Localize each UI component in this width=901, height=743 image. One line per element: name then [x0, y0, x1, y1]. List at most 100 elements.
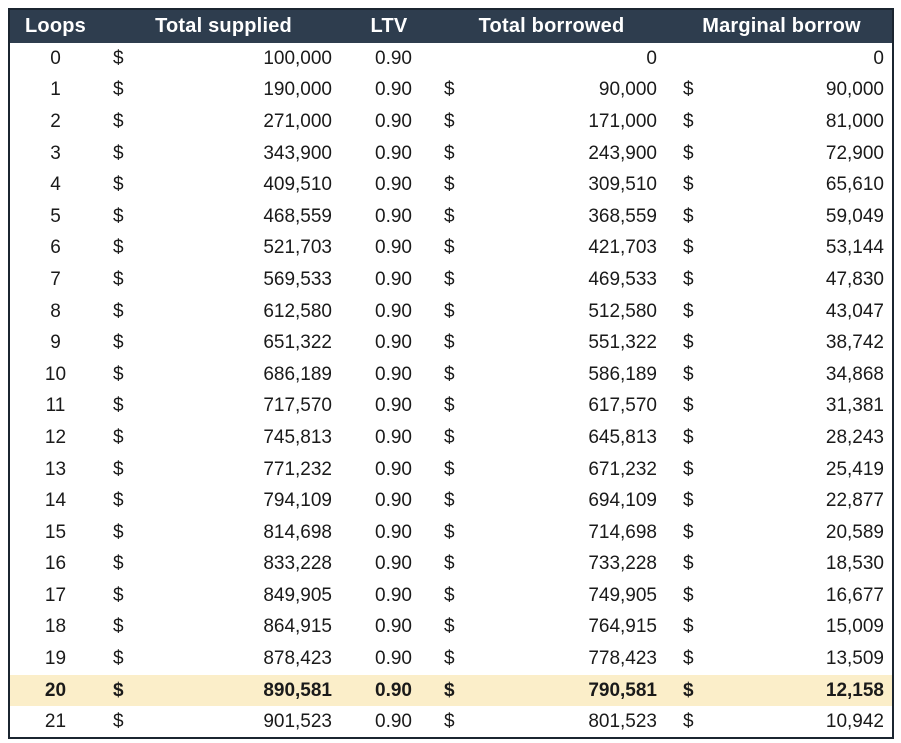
cell-value: 717,570: [263, 395, 332, 417]
table-row: 10 $686,189 0.90 $586,189 $34,868: [9, 359, 893, 391]
table-row: 11 $717,570 0.90 $617,570 $31,381: [9, 391, 893, 423]
table-row: 1 $190,000 0.90 $90,000 $90,000: [9, 75, 893, 107]
cell-value: 864,915: [263, 616, 332, 638]
dollar-sign: $: [683, 521, 694, 543]
total-borrowed-cell: $171,000: [432, 106, 671, 138]
dollar-sign: $: [683, 616, 694, 638]
cell-value: 617,570: [588, 395, 657, 417]
total-borrowed-cell: $801,523: [432, 706, 671, 738]
column-header-total-supplied: Total supplied: [101, 9, 346, 43]
cell-value: 271,000: [263, 110, 332, 132]
marginal-borrow-cell: $28,243: [671, 422, 893, 454]
dollar-sign: $: [444, 648, 455, 670]
total-borrowed-cell: $309,510: [432, 169, 671, 201]
total-borrowed-cell: $749,905: [432, 580, 671, 612]
column-header-total-borrowed: Total borrowed: [432, 9, 671, 43]
cell-value: 28,243: [825, 426, 884, 448]
cell-value: 764,915: [588, 616, 657, 638]
cell-value: 25,419: [825, 458, 884, 480]
cell-value: 469,533: [588, 268, 657, 290]
header-row: Loops Total supplied LTV Total borrowed …: [9, 9, 893, 43]
dollar-sign: $: [113, 584, 124, 606]
column-header-loops: Loops: [9, 9, 101, 43]
cell-value: 72,900: [825, 142, 884, 164]
cell-value: 15,009: [825, 616, 884, 638]
loops-cell: 11: [45, 395, 66, 417]
cell-value: 368,559: [588, 205, 657, 227]
dollar-sign: $: [683, 648, 694, 670]
total-supplied-cell: $864,915: [101, 612, 346, 644]
loops-cell: 14: [44, 490, 67, 512]
loops-cell: 18: [44, 616, 67, 638]
dollar-sign: $: [444, 237, 455, 259]
cell-value: 521,703: [263, 237, 332, 259]
dollar-sign: $: [113, 332, 124, 354]
table-row: 2 $271,000 0.90 $171,000 $81,000: [9, 106, 893, 138]
table-row: 14 $794,109 0.90 $694,109 $22,877: [9, 485, 893, 517]
total-supplied-cell: $717,570: [101, 391, 346, 423]
cell-value: 16,677: [825, 584, 884, 606]
loops-cell: 20: [9, 674, 101, 707]
cell-value: 0: [646, 47, 657, 69]
total-supplied-cell: $794,109: [101, 485, 346, 517]
marginal-borrow-cell: $90,000: [671, 75, 893, 107]
dollar-sign: $: [683, 332, 694, 354]
total-borrowed-cell: $733,228: [432, 549, 671, 581]
dollar-sign: $: [444, 584, 455, 606]
dollar-sign: $: [444, 174, 455, 196]
ltv-cell: 0.90: [375, 79, 412, 101]
table-row: 4 $409,510 0.90 $309,510 $65,610: [9, 169, 893, 201]
dollar-sign: $: [444, 426, 455, 448]
cell-value: 645,813: [588, 426, 657, 448]
cell-value: 612,580: [263, 300, 332, 322]
marginal-borrow-cell: $72,900: [671, 138, 893, 170]
table-row: 15 $814,698 0.90 $714,698 $20,589: [9, 517, 893, 549]
cell-value: 714,698: [588, 521, 657, 543]
dollar-sign: $: [113, 490, 124, 512]
dollar-sign: $: [444, 332, 455, 354]
cell-value: 833,228: [263, 553, 332, 575]
total-supplied-cell: $849,905: [101, 580, 346, 612]
ltv-cell: 0.90: [375, 458, 412, 480]
cell-value: 569,533: [263, 268, 332, 290]
cell-value: 878,423: [263, 648, 332, 670]
table-row: 12 $745,813 0.90 $645,813 $28,243: [9, 422, 893, 454]
cell-value: 794,109: [263, 490, 332, 512]
marginal-borrow-cell: $18,530: [671, 549, 893, 581]
dollar-sign: $: [444, 679, 455, 701]
column-header-marginal-borrow: Marginal borrow: [671, 9, 893, 43]
table-row: 18 $864,915 0.90 $764,915 $15,009: [9, 612, 893, 644]
total-supplied-cell: $771,232: [101, 454, 346, 486]
total-supplied-cell: $612,580: [101, 296, 346, 328]
total-supplied-cell: $651,322: [101, 327, 346, 359]
dollar-sign: $: [683, 458, 694, 480]
cell-value: 468,559: [263, 205, 332, 227]
ltv-cell: 0.90: [375, 110, 412, 132]
cell-value: 694,109: [588, 490, 657, 512]
total-supplied-cell: $569,533: [101, 264, 346, 296]
total-borrowed-cell: $645,813: [432, 422, 671, 454]
ltv-cell: 0.90: [375, 490, 412, 512]
dollar-sign: $: [444, 710, 455, 732]
total-borrowed-cell: $694,109: [432, 485, 671, 517]
total-borrowed-cell: $790,581: [432, 674, 671, 707]
cell-value: 20,589: [825, 521, 884, 543]
dollar-sign: $: [113, 679, 124, 701]
cell-value: 790,581: [588, 679, 657, 701]
ltv-cell: 0.90: [375, 268, 412, 290]
dollar-sign: $: [683, 237, 694, 259]
table-row: 16 $833,228 0.90 $733,228 $18,530: [9, 549, 893, 581]
ltv-cell: 0.90: [375, 237, 412, 259]
total-borrowed-cell: $421,703: [432, 233, 671, 265]
loops-cell: 6: [50, 237, 61, 259]
cell-value: 81,000: [825, 110, 884, 132]
cell-value: 38,742: [825, 332, 884, 354]
dollar-sign: $: [683, 363, 694, 385]
marginal-borrow-cell: $34,868: [671, 359, 893, 391]
loops-cell: 12: [44, 426, 67, 448]
cell-value: 686,189: [263, 363, 332, 385]
cell-value: 0: [873, 47, 884, 69]
cell-value: 409,510: [263, 174, 332, 196]
total-supplied-cell: $878,423: [101, 643, 346, 675]
total-supplied-cell: $409,510: [101, 169, 346, 201]
